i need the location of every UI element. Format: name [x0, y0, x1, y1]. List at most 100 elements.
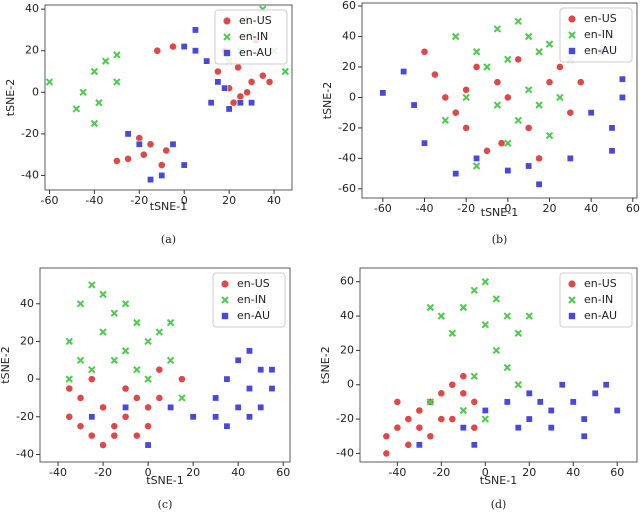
legend-label: en-AU [584, 309, 617, 322]
point [268, 366, 276, 374]
y-tick-label: 0 [349, 90, 356, 103]
point [76, 356, 85, 364]
point [112, 156, 121, 165]
point [189, 413, 197, 421]
point [459, 406, 468, 415]
point [144, 375, 152, 383]
point [497, 139, 506, 148]
y-tick-label: 20 [20, 334, 34, 347]
axes-frame [39, 267, 291, 463]
point [121, 412, 130, 421]
point [558, 381, 566, 389]
legend-label: en-IN [584, 28, 613, 41]
point [166, 318, 175, 327]
legend-label: en-US [239, 14, 272, 27]
point [234, 356, 242, 364]
point [452, 170, 460, 178]
point [545, 131, 554, 140]
legend-marker [223, 17, 231, 25]
point [155, 328, 164, 336]
x-tick-label: 0 [504, 202, 511, 215]
y-tick-label: 20 [342, 60, 356, 73]
y-tick-label: 40 [340, 309, 354, 322]
y-tick-label: 0 [27, 372, 34, 385]
point [87, 375, 96, 384]
y-axis-label: tSNE-2 [4, 79, 17, 116]
point [258, 71, 267, 80]
point [492, 295, 501, 303]
point [470, 286, 479, 295]
point [556, 63, 564, 71]
point [221, 84, 229, 92]
y-tick-label: 20 [340, 343, 354, 356]
legend-label: en-US [584, 277, 617, 290]
point [155, 394, 164, 402]
y-axis-label: tSNE-2 [0, 346, 12, 383]
point [265, 78, 274, 86]
legend-marker [221, 296, 229, 304]
x-tick-label: -20 [94, 466, 112, 479]
point [212, 394, 220, 402]
point [144, 337, 152, 346]
x-axis-label: tSNE-1 [480, 474, 517, 487]
x-tick-label: -40 [388, 466, 406, 479]
point [525, 162, 533, 170]
point [207, 99, 215, 107]
x-axis-label: tSNE-1 [146, 474, 183, 487]
point [404, 415, 413, 423]
x-tick-label: 40 [267, 194, 281, 207]
point [470, 372, 479, 380]
y-tick-label: 60 [340, 275, 354, 288]
point [481, 415, 490, 423]
point [470, 423, 479, 432]
y-tick-label: -20 [336, 412, 354, 425]
point [462, 93, 470, 102]
point [426, 303, 435, 312]
point [76, 422, 85, 431]
point [248, 99, 256, 107]
point [514, 424, 522, 432]
point [618, 93, 626, 101]
point [420, 47, 429, 56]
legend-label: en-US [237, 277, 270, 290]
point [379, 89, 387, 97]
caption: (b) [492, 233, 508, 246]
legend-box [559, 272, 633, 328]
legend-label: en-US [584, 12, 617, 25]
point [110, 422, 119, 431]
point [459, 389, 468, 398]
point [203, 57, 211, 65]
point [393, 398, 402, 406]
y-tick-label: 60 [342, 0, 356, 12]
legend-marker [568, 15, 576, 23]
x-tick-label: 20 [543, 202, 557, 215]
point [524, 124, 533, 132]
point [493, 78, 502, 87]
point [587, 109, 595, 117]
point [459, 424, 467, 432]
point [580, 415, 588, 423]
legend-box [212, 272, 286, 328]
point [525, 389, 533, 397]
point [569, 398, 577, 406]
point [535, 101, 543, 109]
point [132, 394, 141, 402]
point [566, 108, 575, 117]
point [504, 55, 512, 64]
point [180, 161, 188, 169]
point [459, 303, 468, 312]
legend-marker [568, 31, 576, 39]
point [166, 356, 175, 364]
point [382, 449, 391, 458]
point [545, 78, 554, 87]
point [76, 394, 85, 402]
point [448, 415, 457, 423]
point [90, 119, 99, 128]
point [556, 93, 564, 102]
point [135, 134, 144, 142]
point [88, 366, 96, 374]
point [524, 86, 533, 94]
y-tick-label: 40 [25, 2, 39, 15]
point [110, 356, 119, 364]
y-tick-label: 20 [25, 44, 39, 57]
